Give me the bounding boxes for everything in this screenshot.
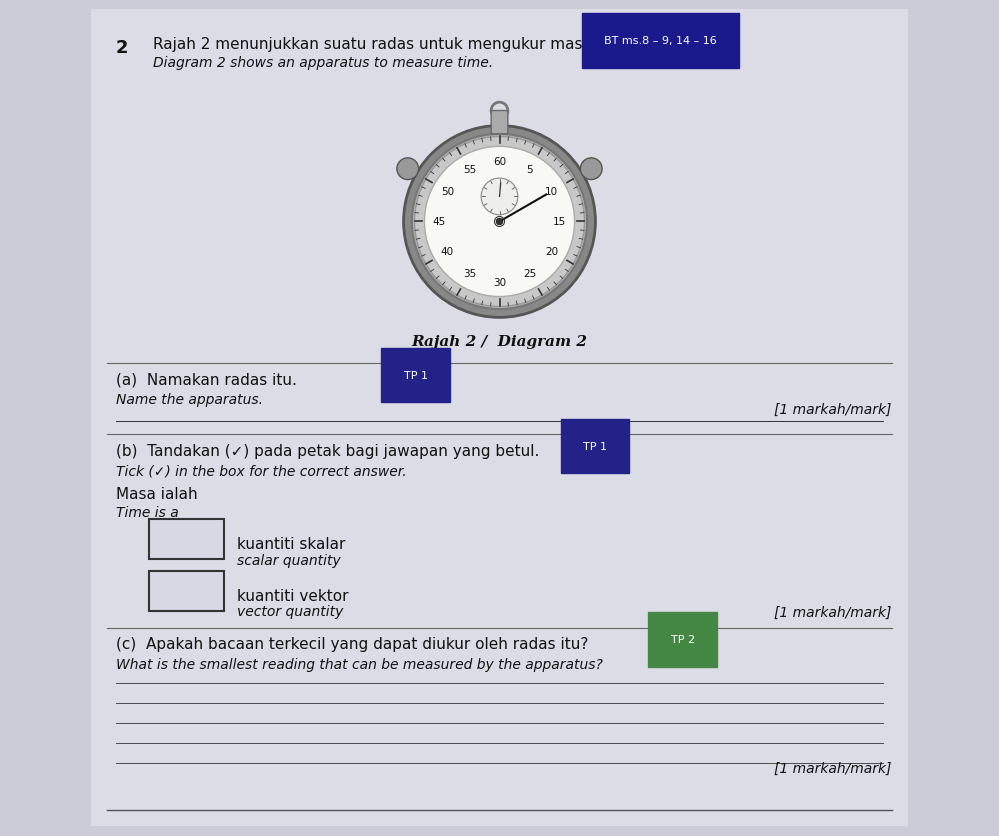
Text: What is the smallest reading that can be measured by the apparatus?: What is the smallest reading that can be…: [116, 657, 602, 671]
Text: vector quantity: vector quantity: [237, 604, 343, 619]
Text: Tick (✓) in the box for the correct answer.: Tick (✓) in the box for the correct answ…: [116, 464, 407, 478]
Circle shape: [580, 159, 602, 181]
Text: 55: 55: [463, 166, 477, 176]
Text: kuantiti vektor: kuantiti vektor: [237, 588, 349, 603]
Text: [1 markah/mark]: [1 markah/mark]: [774, 402, 891, 416]
Circle shape: [412, 135, 587, 309]
Text: Diagram 2 shows an apparatus to measure time.: Diagram 2 shows an apparatus to measure …: [153, 55, 494, 69]
FancyBboxPatch shape: [492, 111, 507, 135]
Text: 60: 60: [493, 157, 506, 167]
Text: Rajah 2 /  Diagram 2: Rajah 2 / Diagram 2: [412, 334, 587, 349]
Text: Time is a: Time is a: [116, 506, 179, 519]
Text: Rajah 2 menunjukkan suatu radas untuk mengukur masa.: Rajah 2 menunjukkan suatu radas untuk me…: [153, 38, 597, 52]
Text: scalar quantity: scalar quantity: [237, 553, 341, 567]
FancyBboxPatch shape: [149, 520, 224, 559]
Text: 50: 50: [441, 187, 455, 197]
Text: kuantiti skalar: kuantiti skalar: [237, 537, 345, 551]
Text: TP 2: TP 2: [670, 635, 694, 645]
Text: 5: 5: [526, 166, 532, 176]
FancyBboxPatch shape: [149, 571, 224, 611]
Text: 2: 2: [116, 39, 128, 57]
Text: 45: 45: [433, 217, 447, 227]
Text: [1 markah/mark]: [1 markah/mark]: [774, 604, 891, 619]
Circle shape: [404, 126, 595, 318]
Text: (b)  Tandakan (✓) pada petak bagi jawapan yang betul.: (b) Tandakan (✓) pada petak bagi jawapan…: [116, 443, 539, 458]
FancyBboxPatch shape: [91, 10, 908, 826]
Text: Name the apparatus.: Name the apparatus.: [116, 393, 263, 407]
Circle shape: [497, 219, 502, 226]
Text: (c)  Apakah bacaan terkecil yang dapat diukur oleh radas itu?: (c) Apakah bacaan terkecil yang dapat di…: [116, 636, 588, 651]
Text: 30: 30: [493, 278, 506, 288]
Text: 25: 25: [522, 269, 536, 279]
Text: 20: 20: [544, 247, 558, 257]
Text: [1 markah/mark]: [1 markah/mark]: [774, 762, 891, 775]
Text: Masa ialah: Masa ialah: [116, 487, 198, 502]
Text: TP 1: TP 1: [583, 441, 607, 451]
Text: 40: 40: [441, 247, 455, 257]
Text: 35: 35: [463, 269, 477, 279]
Text: 10: 10: [544, 187, 558, 197]
Circle shape: [397, 159, 419, 181]
Circle shape: [415, 137, 584, 307]
Circle shape: [482, 179, 517, 216]
Text: BT ms.8 – 9, 14 – 16: BT ms.8 – 9, 14 – 16: [603, 37, 716, 46]
Circle shape: [425, 147, 574, 297]
Text: (a)  Namakan radas itu.: (a) Namakan radas itu.: [116, 372, 297, 387]
Text: TP 1: TP 1: [404, 370, 428, 380]
Text: 15: 15: [552, 217, 566, 227]
